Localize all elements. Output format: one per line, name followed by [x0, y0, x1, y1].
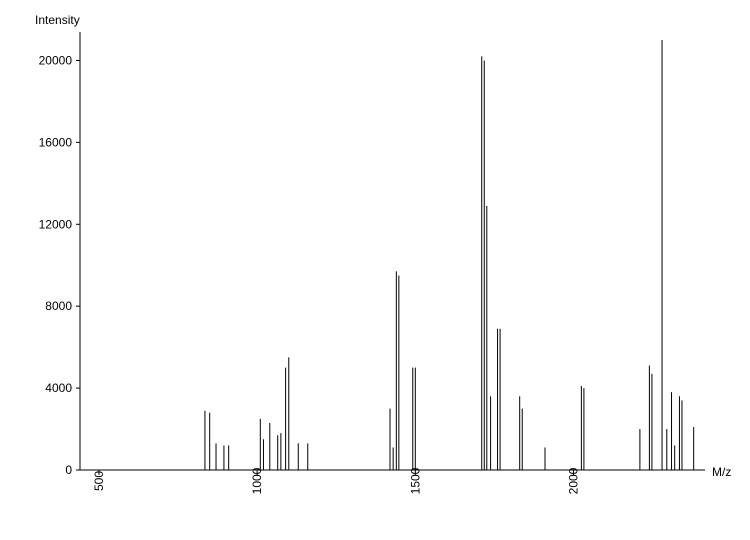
chart-svg: 0 4000 8000 12000 16000 20000 500 1000 1500 2000 I… [0, 0, 750, 540]
mass-spectrum-chart: 0 4000 8000 12000 16000 20000 500 1000 1500 2000 I… [0, 0, 750, 540]
x-tick-label: 2000 [566, 467, 580, 494]
x-tick-label: 500 [92, 471, 106, 491]
x-tick-label: 1500 [408, 467, 422, 494]
y-tick-label: 20000 [39, 53, 73, 67]
y-tick-label: 16000 [39, 135, 73, 149]
y-axis-label: Intensity [35, 13, 80, 27]
x-tick-label: 1000 [250, 467, 264, 494]
chart-background [0, 0, 750, 540]
y-tick-label: 12000 [39, 217, 73, 231]
y-tick-label: 4000 [45, 381, 72, 395]
y-tick-label: 8000 [45, 299, 72, 313]
x-axis-label: M/z [712, 465, 731, 479]
y-tick-label: 0 [65, 463, 72, 477]
